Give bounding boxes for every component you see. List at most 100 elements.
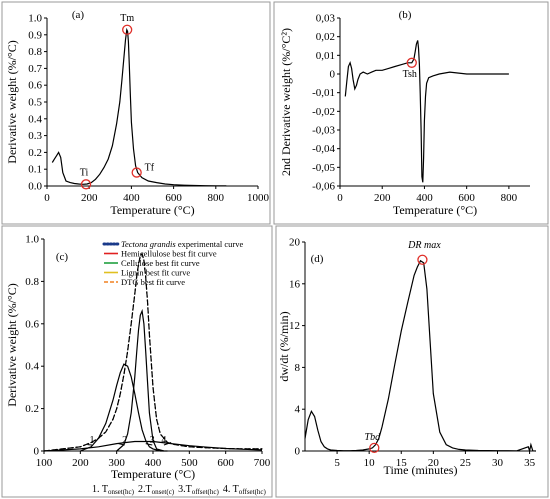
panel-c-leader-2: [145, 443, 153, 446]
footnote-3-sub: offset(hc): [192, 488, 220, 496]
footnote-1: 1. T: [92, 484, 108, 495]
legend-entry-1: Hemicellulose best fit curve: [121, 249, 217, 259]
panel-b-xtick-label: 0: [337, 192, 343, 204]
panel-c-ytick-label: 0: [34, 446, 40, 458]
panel-d-frame: [275, 225, 549, 498]
panel-c-xtick-label: 100: [36, 457, 53, 469]
panel-a-x-axis-label: Temperature (°C): [110, 203, 194, 217]
panel-a-ytick-label: 0.3: [28, 130, 42, 142]
panel-a-ytick-label: 0.5: [28, 97, 42, 109]
panel-a-ytick-label: 1.0: [28, 13, 42, 25]
panel-b-ytick-label: 0: [330, 69, 336, 81]
panel-a-xtick-label: 1000: [247, 192, 270, 204]
panel-b-marker-0: [406, 57, 417, 68]
panel-c-series-1: [80, 363, 168, 452]
panel-c-series-2: [116, 308, 165, 452]
panel-d-ytick-label: 8: [295, 362, 301, 374]
panel-c-leader-1: [118, 443, 125, 446]
panel-c-xtick-label: 200: [72, 457, 89, 469]
footnote-2-sub: onset(c): [152, 488, 175, 496]
panel-b-label: (b): [399, 9, 412, 21]
panel-d-xtick-label: 5: [334, 457, 340, 469]
panel-c-leader-3: [163, 442, 172, 446]
panel-d-marker-0: [417, 254, 428, 265]
panel-a-y-axis-label: Derivative weight (%/°C): [5, 40, 19, 163]
panel-a-xtick-label: 400: [123, 192, 140, 204]
panel-c-xtick-label: 500: [181, 457, 198, 469]
panel-d-marker-1: [369, 442, 380, 454]
panel-c-annotation-0: 1: [89, 435, 94, 446]
panel-a-xtick-label: 800: [208, 192, 225, 204]
panel-d-y-axis-label: dw/dt (%/min): [277, 311, 291, 381]
panel-a-ytick-label: 0.8: [28, 46, 42, 58]
panel-c-label: (c): [56, 251, 69, 263]
footnote-4: 4. T: [223, 484, 239, 495]
panel-a-ytick-label: 0.1: [28, 164, 42, 176]
panel-b-series-0: [344, 40, 509, 183]
legend-entry-2: Cellulose best fit curve: [121, 258, 200, 268]
panel-b-y-axis-label: 2nd Derivative weight (%/°C²): [279, 28, 293, 176]
panel-d-ytick-label: 20: [289, 237, 301, 249]
footnote-4-sub: offset(hc): [239, 488, 267, 496]
panel-d-x-axis-label: Time (minutes): [384, 463, 458, 477]
panel-b-ytick-label: 0,02: [316, 31, 335, 43]
panel-c-footnote: 1. Tonset(hc) 2.Tonset(c) 3.Toffset(hc) 4. …: [92, 484, 267, 496]
panel-b-xtick-label: 400: [416, 192, 433, 204]
panel-d-ytick-label: 0: [295, 446, 301, 458]
panel-b-ytick-label: -0,05: [312, 162, 335, 174]
panel-a-ytick-label: 0.4: [28, 113, 42, 125]
panel-b-x-axis-label: Temperature (°C): [393, 203, 477, 217]
panel-a-ytick-label: 0.2: [28, 147, 42, 159]
panel-d: 0 4 8 12 16 20 5 10 15 20 25 30 35 Time (minutes) dw/d…: [277, 237, 537, 477]
panel-a-ytick-label: 0.0: [28, 181, 42, 193]
panel-a-series-0: [51, 27, 227, 187]
panel-a-label: (a): [72, 9, 85, 21]
panel-a-annotation-1: Ti: [80, 167, 89, 178]
panel-d-annotation-1: Tbd: [365, 432, 382, 443]
footnote-1-sub: onset(hc): [108, 488, 135, 496]
panel-c-xtick-label: 700: [254, 457, 271, 469]
panel-d-ytick-label: 16: [289, 278, 301, 290]
panel-b: 0,03 0,02 0,01 0 -0,01 -0,02 -0,03 -0,04 -0,05 -0…: [279, 9, 530, 217]
panel-d-label: (d): [311, 253, 324, 265]
panel-c-series-3: [43, 440, 263, 452]
footnote-2: 2.T: [138, 484, 152, 495]
panel-d-xtick-label: 30: [492, 457, 504, 469]
panel-c-ytick-label: 0.8: [25, 276, 39, 288]
panel-b-frame: [273, 1, 549, 225]
panel-a-marker-2: [131, 167, 142, 178]
panel-b-ytick-label: -0,04: [312, 143, 335, 155]
panel-c-ytick-label: 0.6: [25, 318, 39, 330]
panel-d-annotation-0: DR max: [407, 240, 441, 251]
panel-a-marker-1: [80, 179, 92, 190]
panel-b-ytick-label: 0,01: [316, 50, 335, 62]
panel-c-ytick-label: 0.2: [25, 403, 39, 415]
panel-c-ytick-label: 1.0: [25, 234, 39, 246]
panel-a-ytick-label: 0.7: [28, 63, 42, 75]
legend-entry-0: Tectona grandis experimental curve: [121, 239, 243, 249]
panel-b-ytick-label: -0,02: [312, 106, 335, 118]
panel-c-series-4: [43, 252, 262, 452]
panel-a-marker-0: [122, 24, 133, 35]
panel-a-annotation-0: Tm: [120, 13, 134, 24]
panel-d-ytick-label: 12: [289, 320, 300, 332]
panel-b-ytick-label: -0,01: [312, 87, 335, 99]
panel-c-frame: [1, 225, 273, 498]
panel-c: 0 0.2 0.4 0.6 0.8 1.0 100 200 300 400 500 600 700 Tem…: [5, 234, 271, 482]
panel-c-xtick-label: 400: [145, 457, 162, 469]
panel-b-annotation-0: Tsh: [403, 69, 417, 80]
panel-c-xtick-label: 300: [108, 457, 125, 469]
panel-b-xtick-label: 200: [374, 192, 391, 204]
panel-c-xtick-label: 600: [217, 457, 234, 469]
panel-d-series-0: [304, 259, 537, 454]
panel-c-annotation-2: 3: [150, 435, 155, 446]
panel-b-ytick-label: -0,03: [312, 125, 335, 137]
panel-a-annotation-2: Tf: [145, 163, 155, 174]
panel-d-xtick-label: 35: [524, 457, 536, 469]
panel-c-annotation-3: 4: [161, 435, 166, 446]
legend-entry-3: Lignin best fit curve: [121, 268, 190, 278]
panel-d-ytick-label: 4: [295, 404, 301, 416]
panel-a-xtick-label: 0: [44, 192, 50, 204]
panel-b-xtick-label: 600: [458, 192, 475, 204]
